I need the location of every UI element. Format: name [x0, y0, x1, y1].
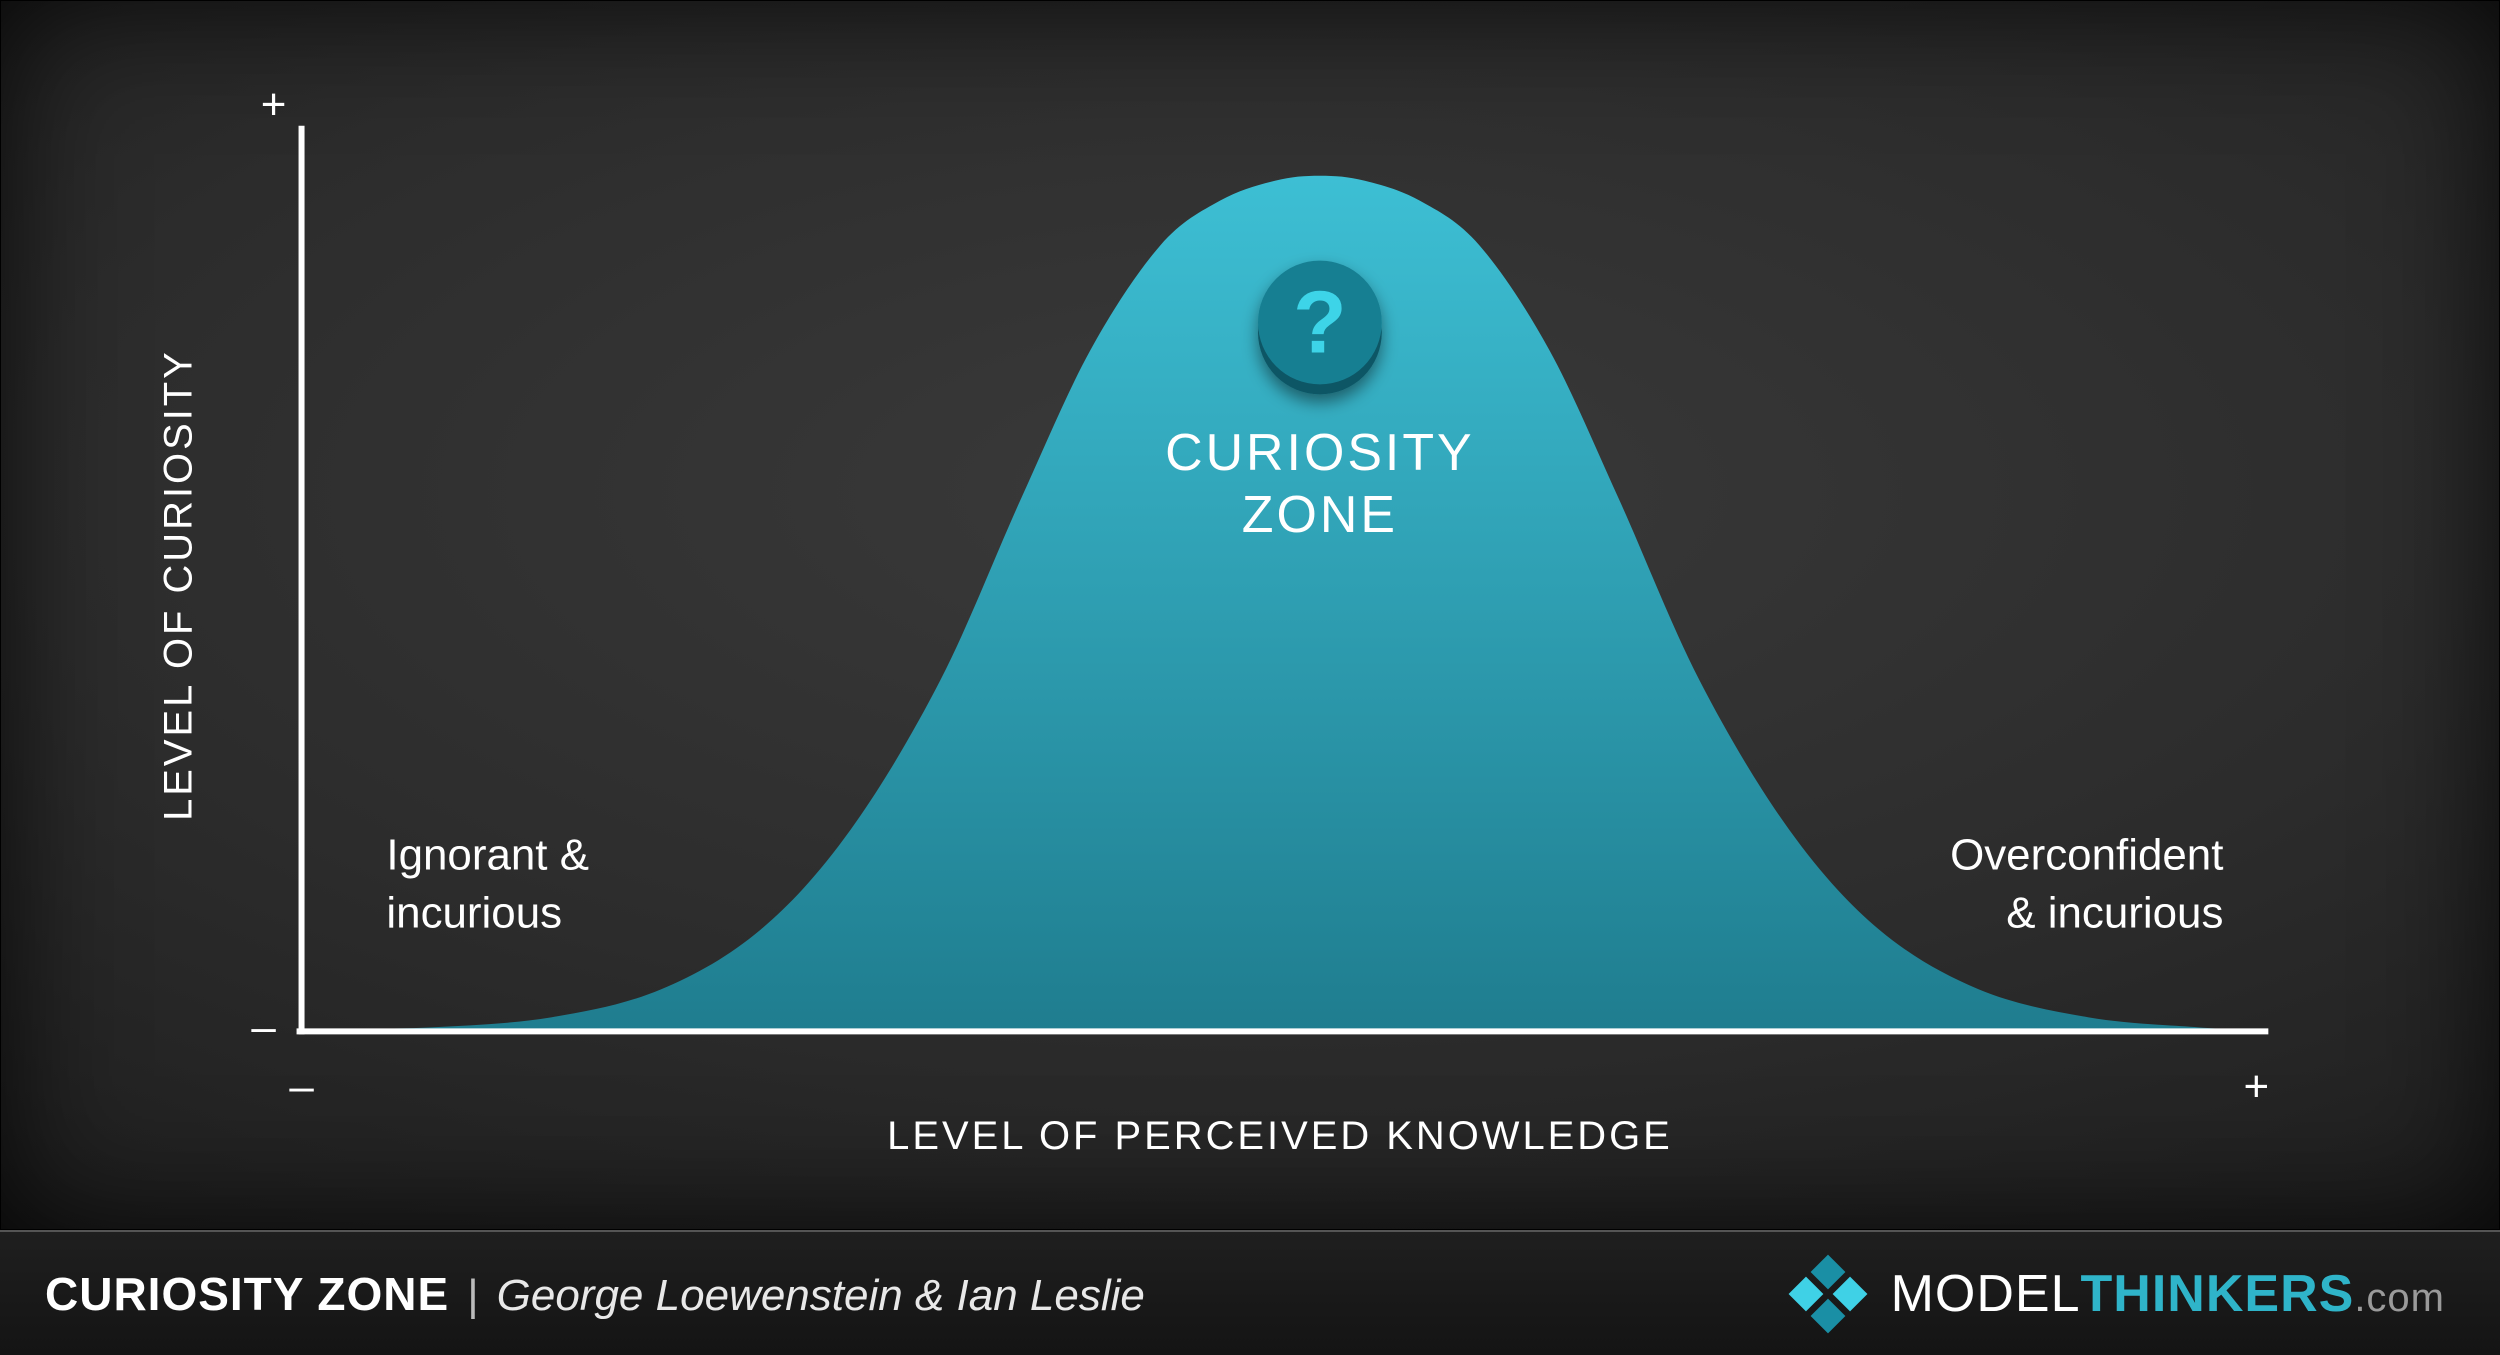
- chart-panel: + – – + LEVEL OF PERCEIVED KNOWLEDGE LEV…: [0, 0, 2500, 1230]
- question-mark-glyph: ?: [1293, 272, 1347, 371]
- zone-label-line2: ZONE: [1242, 486, 1398, 544]
- question-icon: ?: [1258, 261, 1382, 395]
- brand-text: MODELTHINKERS.com: [1891, 1264, 2445, 1324]
- footer-author: George Loewenstein & Ian Leslie: [497, 1271, 1145, 1321]
- y-axis-label: LEVEL OF CURIOSITY: [157, 349, 201, 821]
- curiosity-chart: + – – + LEVEL OF PERCEIVED KNOWLEDGE LEV…: [1, 1, 2499, 1229]
- stage: + – – + LEVEL OF PERCEIVED KNOWLEDGE LEV…: [0, 0, 2500, 1355]
- footer-brand: MODELTHINKERS.com: [1787, 1253, 2445, 1335]
- x-axis-max-sign: +: [2244, 1062, 2270, 1111]
- left-region-label-line1: Ignorant &: [386, 831, 589, 880]
- brand-thinkers: THINKERS: [2081, 1265, 2355, 1323]
- brand-logo-icon: [1787, 1253, 1869, 1335]
- footer-bar: CURIOSITY ZONE | George Loewenstein & Ia…: [0, 1230, 2500, 1355]
- footer-separator: |: [467, 1271, 478, 1321]
- footer-left: CURIOSITY ZONE | George Loewenstein & Ia…: [45, 1267, 1145, 1321]
- brand-suffix: .com: [2354, 1276, 2445, 1320]
- right-region-label-line1: Overconfident: [1950, 831, 2223, 880]
- brand-model: MODEL: [1891, 1265, 2081, 1323]
- right-region-label-line2: & incurious: [2006, 888, 2223, 937]
- zone-label-line1: CURIOSITY: [1165, 424, 1475, 482]
- y-axis-max-sign: +: [261, 80, 287, 129]
- footer-title: CURIOSITY ZONE: [45, 1267, 449, 1321]
- y-axis-min-sign: –: [251, 1002, 276, 1051]
- x-axis-min-sign: –: [289, 1062, 314, 1111]
- left-region-label-line2: incurious: [386, 888, 562, 937]
- x-axis-label: LEVEL OF PERCEIVED KNOWLEDGE: [887, 1114, 1673, 1158]
